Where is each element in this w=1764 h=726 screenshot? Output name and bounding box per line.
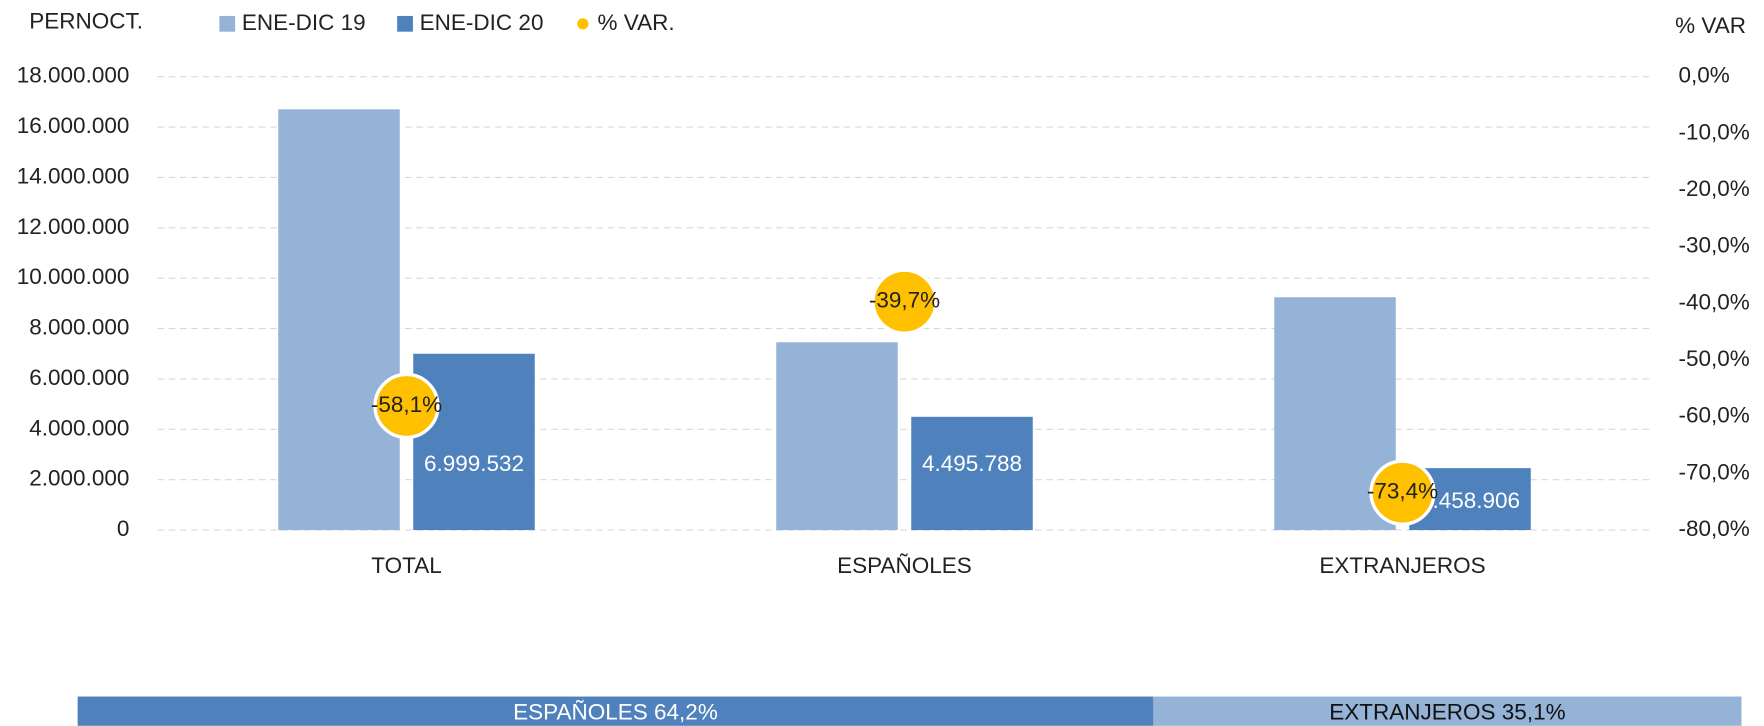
- y-tick-label: 6.000.000: [29, 365, 129, 390]
- bar: [413, 353, 535, 531]
- legend-marker: [397, 15, 413, 32]
- var-label: -39,7%: [869, 288, 940, 313]
- y2-tick-label: -10,0%: [1679, 119, 1750, 144]
- legend-marker: [577, 18, 589, 30]
- y-tick-label: 8.000.000: [29, 315, 129, 340]
- y-tick-label: 2.000.000: [29, 466, 129, 491]
- y2-tick-label: -20,0%: [1679, 176, 1750, 201]
- x-tick-label: ESPAÑOLES: [837, 553, 972, 578]
- y2-tick-label: 0,0%: [1679, 63, 1730, 88]
- y2-tick-label: -40,0%: [1679, 289, 1750, 314]
- y-tick-label: 18.000.000: [17, 63, 130, 88]
- y2-tick-label: -60,0%: [1679, 403, 1750, 428]
- y-tick-label: 16.000.000: [17, 113, 130, 138]
- var-marker: [871, 268, 938, 335]
- y-tick-label: 10.000.000: [17, 264, 130, 289]
- y2-tick-label: -70,0%: [1679, 459, 1750, 484]
- share-label: ESPAÑOLES 64,2%: [513, 699, 718, 724]
- legend-label: % VAR.: [597, 10, 674, 35]
- y-tick-label: 12.000.000: [17, 214, 130, 239]
- y2-tick-label: -80,0%: [1679, 516, 1750, 541]
- var-label: -73,4%: [1367, 479, 1438, 504]
- share-label: EXTRANJEROS 35,1%: [1329, 699, 1565, 724]
- y2-tick-label: -50,0%: [1679, 346, 1750, 371]
- y-tick-label: 0: [117, 516, 130, 541]
- var-marker: [1369, 459, 1436, 526]
- y-axis-label: PERNOCT.: [29, 9, 143, 34]
- share-name: EXTRANJEROS: [1329, 699, 1495, 724]
- bar-value-label: 4.495.788: [922, 451, 1022, 476]
- x-tick-label: TOTAL: [371, 553, 441, 578]
- share-segment: [77, 696, 1154, 726]
- share-name: ESPAÑOLES: [513, 699, 648, 724]
- y2-axis-label: % VAR: [1675, 13, 1746, 38]
- legend-label: ENE-DIC 20: [420, 10, 544, 35]
- bar-value-label: 6.999.532: [424, 451, 524, 476]
- bar: [911, 416, 1033, 531]
- bar: [278, 109, 400, 531]
- var-label: -58,1%: [371, 392, 442, 417]
- x-tick-label: EXTRANJEROS: [1319, 553, 1485, 578]
- y2-tick-label: -30,0%: [1679, 233, 1750, 258]
- y-tick-label: 14.000.000: [17, 163, 130, 188]
- bar-value-label: 2.458.906: [1420, 488, 1520, 513]
- var-marker: [373, 372, 440, 440]
- bar: [776, 342, 898, 531]
- y-tick-label: 4.000.000: [29, 415, 129, 440]
- share-segment: [1153, 696, 1742, 726]
- legend-label: ENE-DIC 19: [242, 10, 366, 35]
- legend-marker: [219, 15, 236, 32]
- share-value: 64,2%: [654, 699, 718, 724]
- share-value: 35,1%: [1502, 699, 1566, 724]
